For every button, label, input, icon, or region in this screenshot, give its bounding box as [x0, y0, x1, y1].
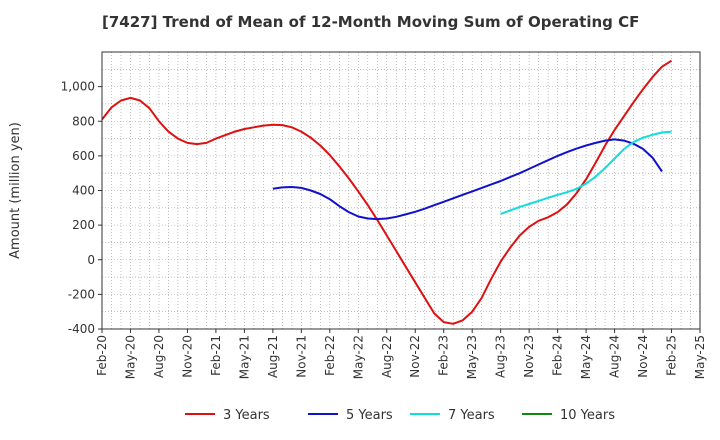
- x-tick-label: Nov-23: [522, 335, 536, 378]
- legend-label: 5 Years: [346, 408, 393, 423]
- x-tick-label: Nov-22: [408, 335, 422, 378]
- axes: -400 -200 0 200 400 600 800 1,000 Feb-20 May-20 Au…: [61, 80, 707, 380]
- x-tick-label: Feb-24: [551, 335, 565, 376]
- y-tick-label: -400: [68, 322, 95, 336]
- grid: [102, 52, 700, 329]
- x-tick-label: May-24: [579, 335, 593, 379]
- x-tick-label: May-21: [237, 335, 251, 379]
- x-tick-label: Feb-23: [437, 335, 451, 376]
- y-tick-label: 0: [87, 253, 95, 267]
- legend-label: 10 Years: [560, 408, 615, 423]
- plot-frame: [101, 51, 701, 330]
- series-line: [500, 130, 672, 215]
- y-tick-label: 600: [72, 149, 95, 163]
- x-tick-label: Aug-22: [380, 335, 394, 378]
- legend-label: 7 Years: [448, 408, 495, 423]
- x-tick-label: May-22: [351, 335, 365, 379]
- series-line: [101, 59, 673, 325]
- y-tick-label: 400: [72, 184, 95, 198]
- x-tick-label: May-20: [123, 335, 137, 379]
- chart-title: [7427] Trend of Mean of 12-Month Moving …: [102, 13, 639, 31]
- x-tick-label: Aug-20: [152, 335, 166, 378]
- y-tick-label: 200: [72, 218, 95, 232]
- series-lines: [101, 59, 673, 325]
- x-tick-label: Aug-21: [266, 335, 280, 378]
- y-axis-label: Amount (million yen): [8, 122, 23, 259]
- legend-label: 3 Years: [223, 408, 270, 423]
- legend: 3 Years 5 Years 7 Years 10 Years: [185, 408, 615, 423]
- y-tick-label: -200: [68, 287, 95, 301]
- y-tick-label: 800: [72, 114, 95, 128]
- y-tick-label: 1,000: [61, 80, 95, 94]
- series-line: [272, 138, 663, 221]
- x-tick-label: May-23: [465, 335, 479, 379]
- x-tick-label: Nov-21: [294, 335, 308, 378]
- x-tick-label: Feb-21: [209, 335, 223, 376]
- x-tick-label: Aug-23: [494, 335, 508, 378]
- x-tick-label: Feb-25: [665, 335, 679, 376]
- x-tick-label: Nov-24: [636, 335, 650, 378]
- x-tick-label: Feb-20: [95, 335, 109, 376]
- x-tick-label: Aug-24: [608, 335, 622, 378]
- x-tick-label: Feb-22: [323, 335, 337, 376]
- x-tick-label: Nov-20: [180, 335, 194, 378]
- x-tick-label: May-25: [693, 335, 707, 379]
